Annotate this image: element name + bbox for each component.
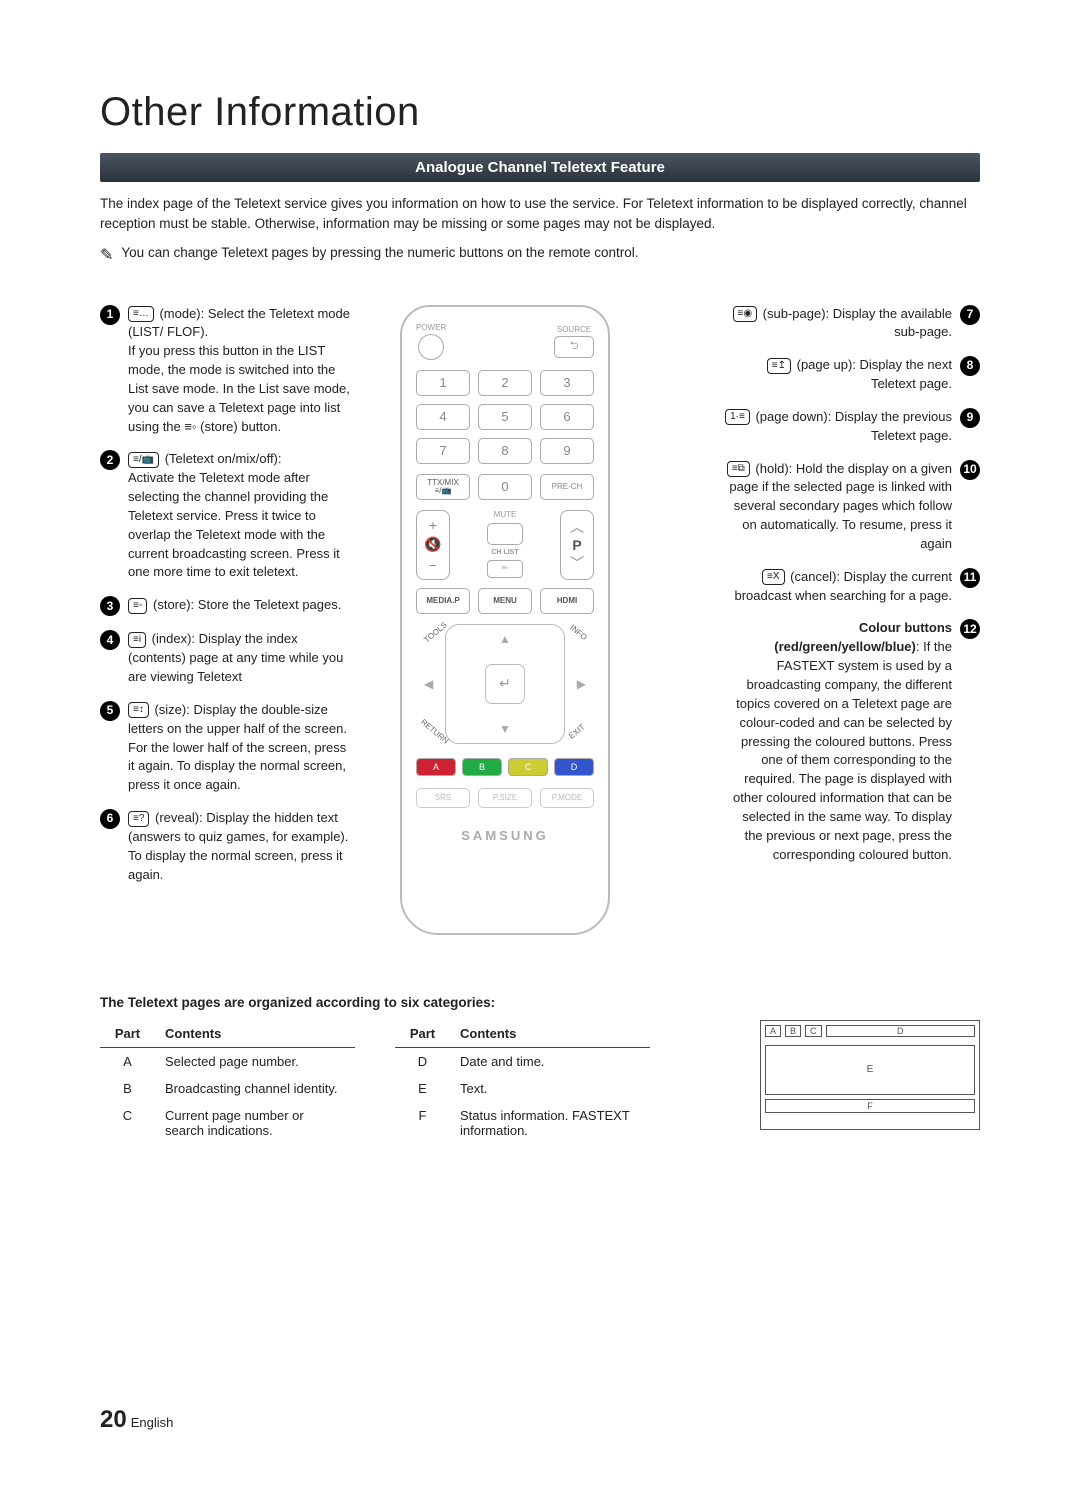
- num-4[interactable]: 4: [416, 404, 470, 430]
- right-descriptions: 7 ≡◉ (sub-page): Display the available s…: [725, 305, 980, 935]
- desc-item: 12 Colour buttons (red/green/yellow/blue…: [725, 619, 980, 864]
- info-label: INFO: [568, 622, 588, 641]
- category-table-left: PartContents ASelected page number.BBroa…: [100, 1020, 355, 1144]
- prech-button[interactable]: PRE-CH: [540, 474, 594, 500]
- num-3[interactable]: 3: [540, 370, 594, 396]
- remote-control: POWER SOURCE ⮌ 123 456 789 TTX/MIX≡/📺 0 PR…: [400, 305, 610, 935]
- bullet-icon: 3: [100, 596, 120, 616]
- page-footer: 20English: [100, 1406, 173, 1434]
- bullet-icon: 2: [100, 450, 120, 470]
- desc-item: 5 ≡↕ (size): Display the double-size let…: [100, 701, 355, 795]
- pmode-button[interactable]: P.MODE: [540, 788, 594, 808]
- dpad[interactable]: ↵ TOOLS INFO RETURN EXIT ▲▼◀▶: [416, 624, 594, 744]
- desc-item: 8 ≡↥ (page up): Display the next Teletex…: [725, 356, 980, 394]
- color-a[interactable]: A: [416, 758, 456, 776]
- num-9[interactable]: 9: [540, 438, 594, 464]
- num-8[interactable]: 8: [478, 438, 532, 464]
- power-label: POWER: [416, 323, 446, 332]
- desc-item: 9 1·≡ (page down): Display the previous …: [725, 408, 980, 446]
- hdmi-button[interactable]: HDMI: [540, 588, 594, 614]
- page-title: Other Information: [100, 90, 980, 135]
- chlist-button[interactable]: ≡◦: [487, 560, 523, 578]
- mute-label: MUTE: [494, 510, 517, 519]
- desc-item: 2 ≡/📺 (Teletext on/mix/off):Activate the…: [100, 450, 355, 582]
- intro-paragraph: The index page of the Teletext service g…: [100, 194, 980, 235]
- table-heading: The Teletext pages are organized accordi…: [100, 995, 980, 1010]
- desc-item: 7 ≡◉ (sub-page): Display the available s…: [725, 305, 980, 343]
- num-5[interactable]: 5: [478, 404, 532, 430]
- channel-rocker[interactable]: ︿P﹀: [560, 510, 594, 580]
- num-1[interactable]: 1: [416, 370, 470, 396]
- num-2[interactable]: 2: [478, 370, 532, 396]
- desc-item: 1 ≡… (mode): Select the Teletext mode (L…: [100, 305, 355, 437]
- note-text: You can change Teletext pages by pressin…: [121, 245, 638, 265]
- chlist-label: CH LIST: [491, 549, 518, 556]
- bullet-icon: 12: [960, 619, 980, 639]
- note-icon: ✎: [100, 245, 113, 265]
- color-c[interactable]: C: [508, 758, 548, 776]
- desc-item: 4 ≡i (index): Display the index (content…: [100, 630, 355, 687]
- psize-button[interactable]: P.SIZE: [478, 788, 532, 808]
- source-button[interactable]: ⮌: [554, 336, 594, 358]
- power-button[interactable]: [418, 334, 444, 360]
- bullet-icon: 10: [960, 460, 980, 480]
- ttx-button[interactable]: TTX/MIX≡/📺: [416, 474, 470, 500]
- brand-label: SAMSUNG: [416, 828, 594, 843]
- num-7[interactable]: 7: [416, 438, 470, 464]
- desc-item: 6 ≡? (reveal): Display the hidden text (…: [100, 809, 355, 884]
- color-d[interactable]: D: [554, 758, 594, 776]
- num-0[interactable]: 0: [478, 474, 532, 500]
- exit-label: EXIT: [567, 722, 586, 740]
- enter-button[interactable]: ↵: [485, 664, 525, 704]
- bullet-icon: 1: [100, 305, 120, 325]
- note-line: ✎ You can change Teletext pages by press…: [100, 245, 980, 265]
- bullet-icon: 11: [960, 568, 980, 588]
- bullet-icon: 6: [100, 809, 120, 829]
- volume-rocker[interactable]: +🔇−: [416, 510, 450, 580]
- srs-button[interactable]: SRS: [416, 788, 470, 808]
- section-banner: Analogue Channel Teletext Feature: [100, 153, 980, 182]
- color-b[interactable]: B: [462, 758, 502, 776]
- bullet-icon: 4: [100, 630, 120, 650]
- menu-button[interactable]: MENU: [478, 588, 532, 614]
- bullet-icon: 7: [960, 305, 980, 325]
- mediap-button[interactable]: MEDIA.P: [416, 588, 470, 614]
- desc-item: 10 ≡⧉ (hold): Hold the display on a give…: [725, 460, 980, 554]
- num-6[interactable]: 6: [540, 404, 594, 430]
- mute-button[interactable]: [487, 523, 523, 545]
- desc-item: 3 ≡◦ (store): Store the Teletext pages.: [100, 596, 355, 616]
- category-table-right: PartContents DDate and time.EText.FStatu…: [395, 1020, 650, 1144]
- page-layout-schematic: ABCD E F: [760, 1020, 980, 1130]
- source-label: SOURCE: [557, 325, 591, 334]
- remote-column: POWER SOURCE ⮌ 123 456 789 TTX/MIX≡/📺 0 PR…: [355, 305, 655, 935]
- bullet-icon: 8: [960, 356, 980, 376]
- bullet-icon: 9: [960, 408, 980, 428]
- desc-item: 11 ≡X (cancel): Display the current broa…: [725, 568, 980, 606]
- bullet-icon: 5: [100, 701, 120, 721]
- numpad: 123 456 789: [416, 370, 594, 464]
- left-descriptions: 1 ≡… (mode): Select the Teletext mode (L…: [100, 305, 355, 935]
